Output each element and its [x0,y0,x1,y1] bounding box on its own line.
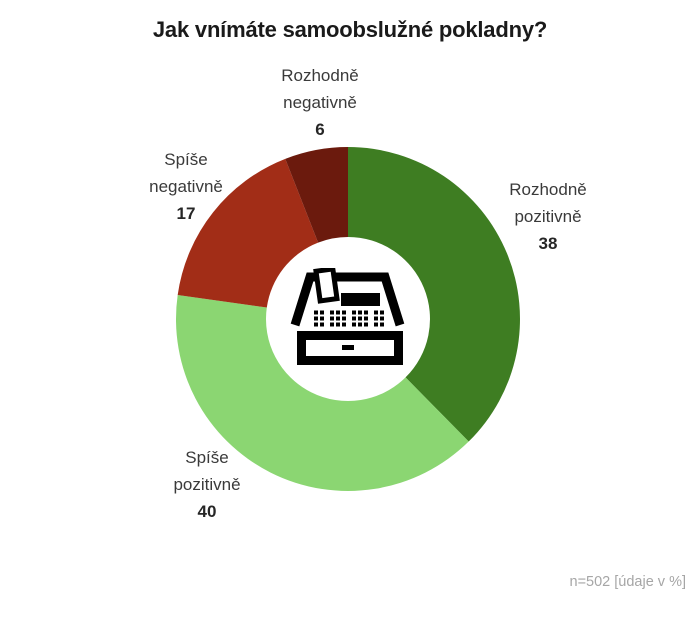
slice-value: 17 [176,204,196,223]
sample-size-note: n=502 [údaje v %] [569,574,687,590]
register-drawer [297,331,403,365]
slice-spise-pozitivne [175,295,469,491]
register-body [290,272,405,327]
chart-title: Jak vnímáte samoobslužné pokladny? [152,17,548,42]
cash-register-icon [290,268,405,365]
slice-label-line: Spíše [164,150,208,169]
register-receipt [313,268,340,304]
register-keypad [314,310,384,327]
slice-label-line: Spíše [185,448,229,467]
slice-label-line: pozitivně [173,475,241,494]
slice-label-line: Rozhodně [509,180,587,199]
register-display [341,293,380,306]
slice-rozhodne-negativne [285,147,348,243]
slice-rozhodne-pozitivne [348,147,520,442]
donut-chart [175,147,520,491]
slice-value: 6 [315,120,325,139]
slice-label-line: negativně [149,177,223,196]
callout-spise-negativne: Spíše negativně 17 [149,146,223,227]
slice-label-line: negativně [283,93,357,112]
slice-spise-negativne [177,158,319,308]
slice-label-line: Rozhodně [281,66,359,85]
slice-label-line: pozitivně [514,207,582,226]
callout-rozhodne-negativne: Rozhodně negativně 6 [281,62,359,143]
slice-value: 40 [197,502,217,521]
callout-rozhodne-pozitivne: Rozhodně pozitivně 38 [509,176,587,257]
register-drawer-handle [342,345,354,350]
callout-spise-pozitivne: Spíše pozitivně 40 [173,444,240,525]
slice-value: 38 [538,234,558,253]
